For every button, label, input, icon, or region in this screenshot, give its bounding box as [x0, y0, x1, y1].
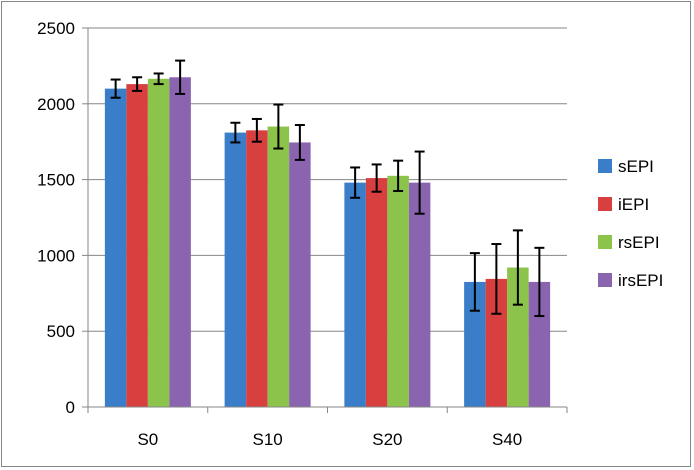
legend-swatch — [598, 273, 612, 287]
legend-swatch — [598, 235, 612, 249]
legend: sEPI iEPI rsEPI irsEPI — [598, 157, 663, 290]
y-tick-label: 0 — [66, 398, 75, 417]
x-tick-label: S20 — [372, 430, 402, 449]
bar-sEPI-S0 — [104, 88, 127, 407]
error-bar-iEPI-S40 — [491, 243, 502, 315]
bar-rsEPI-S0 — [147, 78, 170, 407]
error-bar-irsEPI-S10 — [294, 124, 305, 161]
y-tick-label: 1500 — [37, 171, 75, 190]
legend-item-irsEPI: irsEPI — [598, 271, 663, 290]
legend-item-sEPI: sEPI — [598, 157, 654, 176]
legend-swatch — [598, 159, 612, 173]
legend-label: irsEPI — [618, 271, 663, 290]
x-tick-label: S40 — [492, 430, 522, 449]
bar-irsEPI-S0 — [169, 77, 191, 408]
bar-iEPI-S20 — [365, 178, 388, 407]
bar-rsEPI-S10 — [267, 126, 290, 407]
bar-sEPI-S10 — [224, 132, 247, 407]
bar-iEPI-S10 — [246, 130, 268, 407]
error-bar-sEPI-S0 — [110, 78, 121, 99]
bar-rsEPI-S20 — [387, 175, 409, 407]
error-bar-rsEPI-S10 — [273, 103, 284, 150]
bar-rsEPI-S40 — [507, 267, 529, 407]
legend-label: iEPI — [618, 195, 649, 214]
x-tick-label: S0 — [137, 430, 158, 449]
x-axis-ticks: S0 S10 S20 S40 — [87, 407, 568, 449]
legend-item-iEPI: iEPI — [598, 195, 649, 214]
bar-irsEPI-S10 — [289, 142, 311, 407]
error-bar-iEPI-S20 — [371, 163, 382, 193]
bar-irsEPI-S40 — [528, 281, 551, 407]
error-bar-irsEPI-S20 — [414, 150, 425, 215]
error-bar-rsEPI-S0 — [153, 72, 164, 86]
bar-irsEPI-S20 — [408, 182, 431, 407]
error-bar-irsEPI-S40 — [534, 246, 545, 318]
error-bar-rsEPI-S20 — [393, 159, 404, 192]
bar-iEPI-S0 — [126, 84, 148, 407]
error-bar-sEPI-S10 — [230, 121, 241, 144]
y-tick-label: 2000 — [37, 95, 75, 114]
legend-swatch — [598, 197, 612, 211]
error-bar-sEPI-S40 — [469, 252, 480, 312]
y-tick-label: 1000 — [37, 246, 75, 265]
x-tick-label: S10 — [253, 430, 283, 449]
y-axis-ticks: 0 500 1000 1500 2000 2500 — [37, 19, 88, 417]
y-tick-label: 2500 — [37, 19, 75, 38]
y-tick-label: 500 — [47, 322, 75, 341]
error-bar-sEPI-S20 — [350, 166, 361, 199]
legend-item-rsEPI: rsEPI — [598, 233, 660, 252]
error-bar-iEPI-S10 — [251, 117, 262, 143]
error-bar-iEPI-S0 — [132, 76, 143, 92]
bar-sEPI-S20 — [344, 182, 366, 407]
error-bar-irsEPI-S0 — [175, 59, 186, 95]
error-bar-rsEPI-S40 — [512, 229, 523, 306]
bars — [104, 77, 551, 408]
bar-iEPI-S40 — [485, 278, 508, 407]
legend-label: rsEPI — [618, 233, 660, 252]
legend-label: sEPI — [618, 157, 654, 176]
error-bars — [110, 59, 545, 318]
bar-sEPI-S40 — [464, 281, 486, 407]
